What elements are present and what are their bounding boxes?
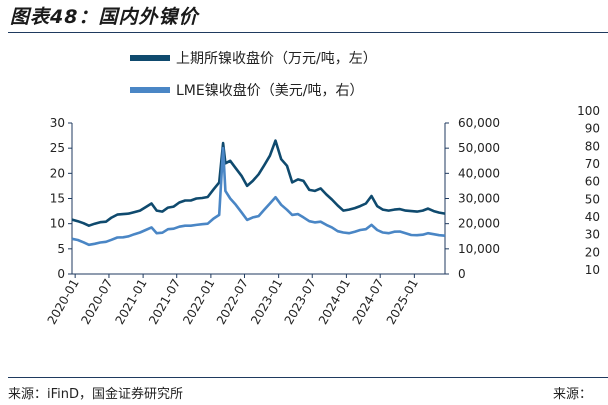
y-left-tick-label: 15 <box>50 192 65 206</box>
x-tick-label: 2020-01 <box>45 277 82 327</box>
source-note-right: 来源： <box>553 387 593 402</box>
y-left-tick-label: 10 <box>50 217 65 231</box>
x-tick-label: 2021-01 <box>113 277 150 327</box>
y-right-tick-label: 0 <box>458 267 466 281</box>
y-left-tick-label: 30 <box>50 116 65 130</box>
x-tick-label: 2021-07 <box>146 277 183 327</box>
extra-tick-label: 10 <box>585 263 600 277</box>
x-tick-label: 2023-07 <box>282 277 319 327</box>
x-tick-label: 2020-07 <box>78 277 115 327</box>
y-right-tick-label: 20,000 <box>458 217 500 231</box>
y-left-tick-label: 25 <box>50 141 65 155</box>
bottom-rule <box>8 377 608 378</box>
y-right-tick-label: 50,000 <box>458 141 500 155</box>
y-left-tick-label: 0 <box>57 267 65 281</box>
y-right-tick-label: 40,000 <box>458 166 500 180</box>
x-tick-label: 2022-07 <box>214 277 251 327</box>
extra-tick-label: 90 <box>585 122 600 136</box>
y-left-tick-label: 5 <box>57 242 65 256</box>
x-tick-label: 2025-01 <box>384 277 421 327</box>
x-tick-label: 2022-01 <box>180 277 217 327</box>
series-line-domestic <box>71 139 446 227</box>
extra-tick-label: 30 <box>585 228 600 242</box>
extra-tick-label: 80 <box>585 139 600 153</box>
extra-tick-label: 20 <box>585 245 600 259</box>
extra-tick-label: 40 <box>585 210 600 224</box>
extra-tick-label: 50 <box>585 192 600 206</box>
figure-title: 图表48：国内外镍价 <box>10 6 199 28</box>
extra-tick-label: 100 <box>577 104 600 118</box>
series-line-lme <box>71 146 446 247</box>
legend-label-domestic: 上期所镍收盘价（万元/吨，左） <box>176 50 377 67</box>
x-tick-label: 2023-01 <box>248 277 285 327</box>
y-left-tick-label: 20 <box>50 166 65 180</box>
x-tick-label: 2024-07 <box>350 277 387 327</box>
legend-label-lme: LME镍收盘价（美元/吨，右） <box>176 82 363 99</box>
nickel-price-chart: 0 5 10 15 20 25 30 0 10,000 20,000 30,000 40,000 50,… <box>45 50 600 327</box>
top-rule <box>8 32 608 33</box>
y-right-tick-label: 60,000 <box>458 116 500 130</box>
extra-tick-label: 60 <box>585 175 600 189</box>
extra-tick-label: 70 <box>585 157 600 171</box>
source-note: 来源：iFinD，国金证券研究所 <box>8 387 184 402</box>
y-right-tick-label: 30,000 <box>458 192 500 206</box>
x-tick-label: 2024-01 <box>316 277 353 327</box>
y-right-tick-label: 10,000 <box>458 242 500 256</box>
